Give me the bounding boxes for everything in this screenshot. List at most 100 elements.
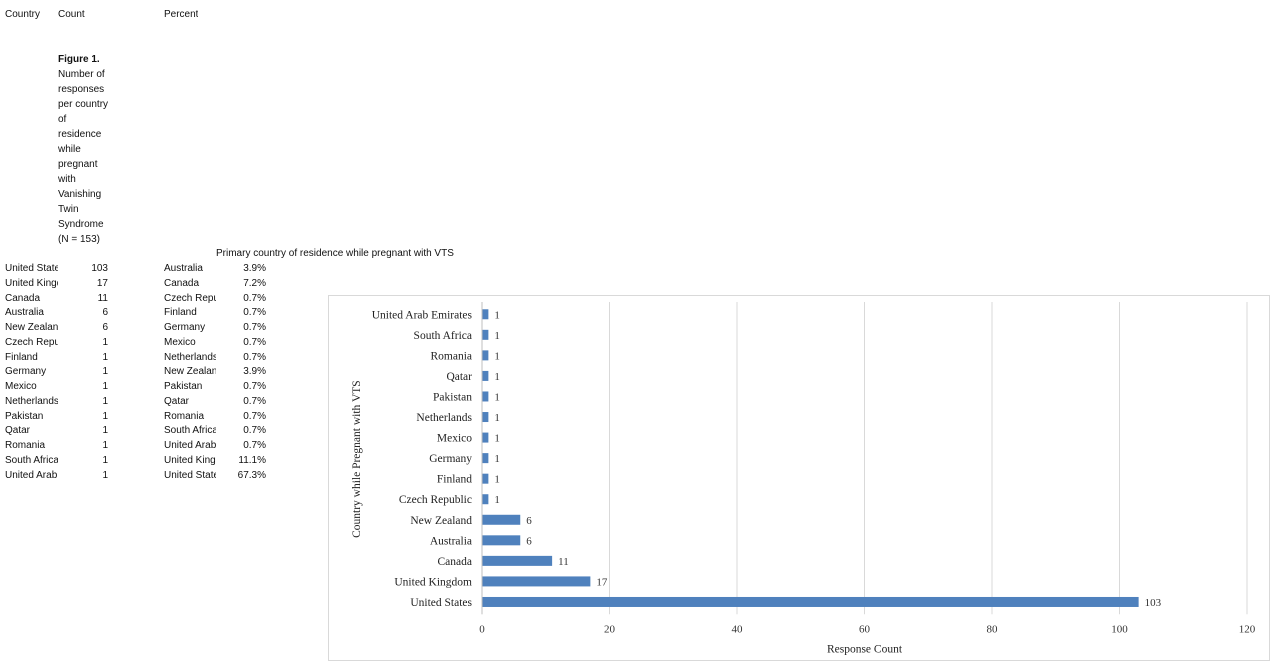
- y-category-label: Finland: [437, 474, 472, 486]
- data-label: 103: [1145, 597, 1162, 609]
- y-category-label: Germany: [429, 453, 472, 465]
- y-axis-title: Country while Pregnant with VTS: [351, 380, 363, 538]
- table-cell-country: Qatar: [5, 425, 31, 437]
- bar: [482, 412, 489, 423]
- table-cell-percent: 11.1%: [238, 454, 266, 466]
- table-cell-count: 1: [102, 425, 108, 437]
- y-category-label: United States: [410, 597, 472, 609]
- table-cell-count: 103: [91, 263, 108, 274]
- table-cell-country: Germany: [5, 366, 47, 378]
- table-cell-country: New Zealand: [5, 322, 58, 333]
- table-cell-percent: 0.7%: [243, 292, 266, 304]
- table-cell-count: 1: [102, 351, 108, 363]
- table-cell-country: Australia: [5, 307, 44, 319]
- table-cell-count: 1: [102, 410, 108, 422]
- data-label: 6: [526, 515, 532, 527]
- x-tick-label: 100: [1111, 623, 1128, 635]
- y-category-label: Netherlands: [416, 412, 472, 424]
- bar: [482, 494, 489, 505]
- table-cell-percent: 0.7%: [243, 307, 266, 319]
- table-cell-count: 17: [96, 277, 108, 289]
- table-cell-percent: 3.9%: [243, 366, 266, 378]
- bar: [482, 453, 489, 464]
- table-cell-count: 6: [102, 307, 108, 319]
- bar-chart: 0 20 40 60 80 100 120 United States 103 United Ki…: [351, 302, 1256, 655]
- bar: [482, 329, 489, 340]
- bar: [482, 473, 489, 484]
- figure-label: Figure 1.: [58, 54, 100, 65]
- percent-table-title: Primary country of residence while pregn…: [216, 248, 454, 259]
- table-cell-percent-country: Australia: [164, 263, 203, 274]
- table-cell-country: Pakistan: [5, 410, 44, 422]
- y-category-label: South Africa: [414, 330, 472, 342]
- x-tick-label: 60: [859, 623, 871, 635]
- data-label: 1: [494, 474, 500, 486]
- bar: [482, 309, 489, 320]
- table-cell-count: 1: [102, 336, 108, 348]
- y-category-label: United Arab Emirates: [372, 309, 473, 321]
- table-cell-percent: 0.7%: [243, 395, 266, 407]
- table-cell-count: 1: [102, 395, 108, 407]
- table-cell-country: United States: [5, 263, 58, 274]
- data-label: 1: [494, 494, 500, 506]
- bar: [482, 514, 521, 525]
- chart-area: 0 20 40 60 80 100 120 United States 103 United Ki…: [328, 295, 1270, 661]
- table-cell-count: 1: [102, 469, 108, 481]
- table-cell-percent-country: South Africa: [164, 425, 216, 437]
- figure-caption-text: Number of responses per country of resid…: [58, 69, 109, 245]
- x-tick-label: 120: [1239, 623, 1256, 635]
- data-label: 1: [494, 391, 500, 403]
- table-cell-percent-country: Pakistan: [164, 381, 203, 392]
- y-category-label: New Zealand: [410, 515, 472, 527]
- data-label: 1: [494, 412, 500, 424]
- data-label: 1: [494, 453, 500, 465]
- bar: [482, 576, 591, 587]
- table-cell-count: 1: [102, 366, 108, 378]
- x-tick-label: 80: [987, 623, 999, 635]
- bar: [482, 555, 553, 566]
- table-cell-country: Finland: [5, 351, 38, 363]
- table-cell-count: 6: [102, 322, 108, 333]
- data-label: 1: [494, 330, 500, 342]
- bar: [482, 391, 489, 402]
- table-cell-country: Canada: [5, 292, 41, 304]
- bar: [482, 432, 489, 443]
- y-category-label: Czech Republic: [399, 494, 472, 506]
- table-cell-percent-country: Finland: [164, 307, 197, 319]
- table-cell-country: South Africa: [5, 454, 58, 466]
- table-cell-country: United Kingdom: [5, 277, 58, 289]
- table-cell-count: 1: [102, 454, 108, 466]
- table-cell-country: Netherlands: [5, 395, 58, 407]
- table-cell-percent-country: Netherlands: [164, 351, 216, 363]
- table-cell-percent: 7.2%: [243, 277, 266, 289]
- data-label: 1: [494, 433, 500, 445]
- table-cell-percent-country: United States: [164, 469, 216, 481]
- y-category-label: Qatar: [446, 371, 472, 383]
- table-cell-percent-country: United Arab Emirates: [164, 440, 216, 451]
- table-cell-percent: 0.7%: [243, 381, 266, 392]
- y-category-label: United Kingdom: [394, 576, 472, 588]
- x-axis-title: Response Count: [827, 643, 903, 655]
- data-label: 1: [494, 371, 500, 383]
- table-cell-percent-country: Mexico: [164, 336, 196, 348]
- table-cell-country: Mexico: [5, 381, 37, 392]
- table-cell-count: 11: [97, 292, 108, 304]
- table-cell-percent-country: Qatar: [164, 395, 190, 407]
- count-header: Count: [58, 9, 85, 20]
- bar: [482, 350, 489, 361]
- data-label: 11: [558, 556, 569, 568]
- table-cell-percent: 3.9%: [243, 263, 266, 274]
- table-cell-percent-country: Romania: [164, 410, 205, 422]
- bar: [482, 535, 521, 546]
- table-cell-percent: 0.7%: [243, 425, 266, 437]
- table-cell-country: Romania: [5, 440, 46, 451]
- y-category-label: Canada: [438, 556, 472, 568]
- x-tick-label: 20: [604, 623, 616, 635]
- table-cell-country: Czech Republic: [5, 336, 58, 348]
- table-cell-percent: 0.7%: [243, 440, 266, 451]
- table-cell-country: United Arab Emirates: [5, 469, 58, 481]
- bar: [482, 596, 1139, 607]
- table-cell-percent: 0.7%: [243, 336, 266, 348]
- table-cell-percent: 0.7%: [243, 322, 266, 333]
- data-label: 17: [596, 576, 608, 588]
